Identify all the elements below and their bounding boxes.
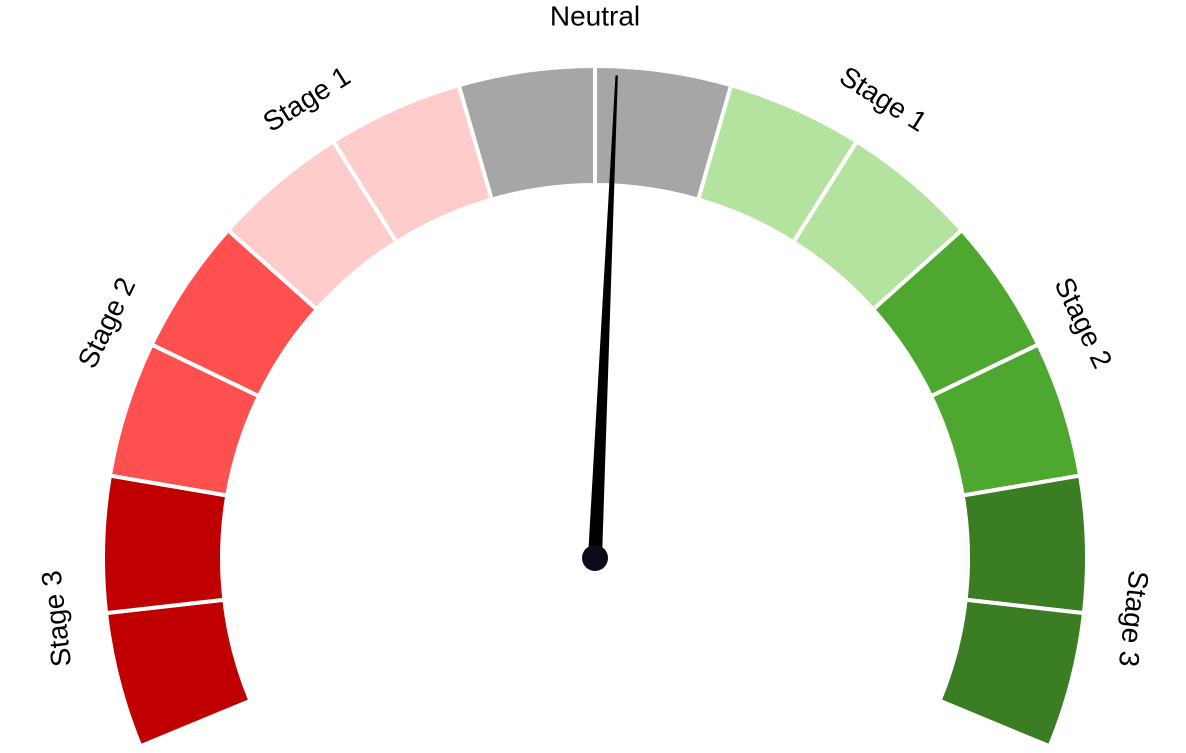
- band-label: Neutral: [550, 0, 640, 31]
- gauge-segment: [936, 597, 1087, 749]
- band-label: Stage 1: [257, 60, 355, 138]
- gauge-segment: [103, 597, 254, 749]
- band-label: Stage 3: [35, 569, 77, 668]
- needle-hub: [582, 545, 608, 571]
- band-label: Stage 2: [72, 273, 142, 373]
- gauge-segment: [960, 473, 1089, 616]
- gauge-segment: [101, 473, 230, 616]
- band-label: Stage 2: [1049, 273, 1119, 373]
- needle: [588, 75, 618, 559]
- band-label: Stage 1: [834, 60, 932, 138]
- band-label: Stage 3: [1113, 569, 1155, 668]
